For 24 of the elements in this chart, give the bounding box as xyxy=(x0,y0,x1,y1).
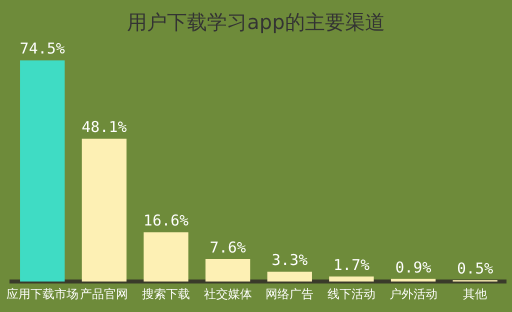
bar xyxy=(390,278,436,282)
bar xyxy=(144,232,188,282)
data-label: 48.1% xyxy=(82,118,127,136)
bar xyxy=(20,60,65,282)
data-label: 1.7% xyxy=(333,256,370,274)
bar xyxy=(329,276,374,282)
x-tick-label: 搜索下载 xyxy=(142,286,190,301)
x-tick-label: 网络广告 xyxy=(266,286,314,301)
data-label: 0.5% xyxy=(457,260,494,278)
chart-title: 用户下载学习app的主要渠道 xyxy=(127,10,385,34)
data-label: 16.6% xyxy=(143,212,189,230)
data-label: 0.9% xyxy=(395,258,432,276)
x-tick-label: 社交媒体 xyxy=(204,286,252,301)
x-tick-label: 户外活动 xyxy=(389,286,438,301)
x-tick-label: 产品官网 xyxy=(80,286,128,301)
data-label: 74.5% xyxy=(20,40,65,58)
x-tick-label: 其他 xyxy=(463,286,488,301)
bar xyxy=(267,272,312,282)
data-label: 7.6% xyxy=(210,238,246,256)
x-tick-label: 应用下载市场 xyxy=(6,286,78,301)
data-label: 3.3% xyxy=(272,251,308,270)
bar xyxy=(82,138,127,282)
x-tick-label: 线下活动 xyxy=(327,286,376,301)
bar xyxy=(205,259,250,282)
